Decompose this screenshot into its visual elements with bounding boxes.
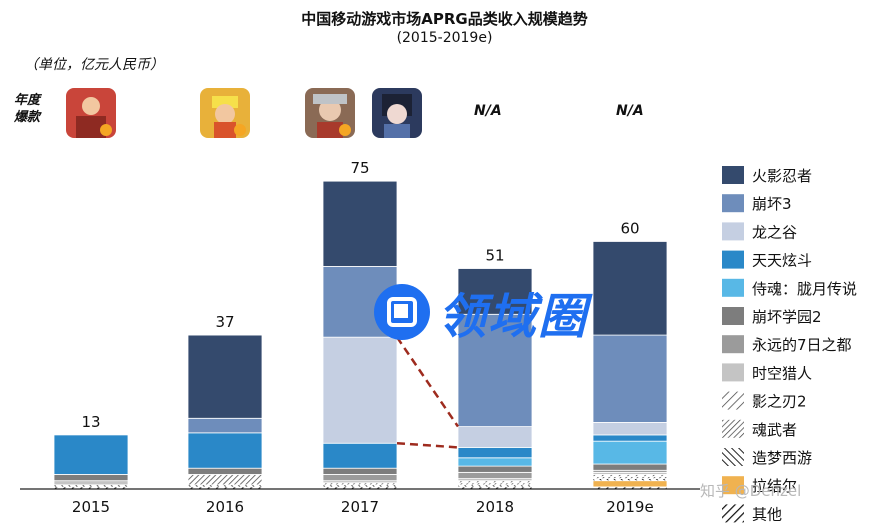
- bar-segment: [322, 442, 398, 469]
- bar-segment: [53, 474, 129, 482]
- hit-label-line-2: 爆款: [14, 110, 41, 125]
- bar-segment: [187, 474, 263, 486]
- game-icon-2015: [66, 88, 116, 138]
- legend-swatch: [722, 278, 744, 297]
- unit-label: （单位，亿元人民币）: [24, 57, 164, 73]
- game-icon-2017-b: [372, 88, 422, 138]
- legend-label: 天天炫斗: [752, 252, 812, 270]
- bar-segment: [592, 480, 668, 488]
- trend-lines: [395, 336, 460, 449]
- x-tick-label: 2015: [72, 498, 110, 516]
- bar-segment: [322, 180, 398, 267]
- x-tick-label: 2017: [341, 498, 379, 516]
- bar-segment: [322, 467, 398, 475]
- legend-label: 崩坏学园2: [752, 308, 822, 326]
- legend-swatch: [722, 307, 744, 325]
- legend-label: 魂武者: [752, 421, 797, 439]
- legend-swatch: [722, 166, 744, 184]
- legend-swatch: [722, 222, 744, 241]
- trend-line: [395, 336, 460, 428]
- bar-segment: [592, 334, 668, 423]
- legend-swatch: [722, 391, 744, 410]
- legend-swatch: [722, 419, 744, 438]
- chart-title: 中国移动游戏市场APRG品类收入规模趋势: [301, 10, 588, 28]
- na-2018: N/A: [474, 103, 502, 119]
- bar-segment: [457, 465, 533, 473]
- legend-swatch: [722, 504, 744, 523]
- legend-swatch: [722, 476, 744, 495]
- watermark-corner: 知乎 @Denzel: [700, 482, 802, 500]
- bar-segment: [457, 268, 533, 315]
- bar-segment: [53, 434, 129, 475]
- legend-swatch: [722, 194, 744, 213]
- bar-segment: [322, 474, 398, 482]
- game-icon-2016: [200, 88, 250, 138]
- bar-segment: [592, 440, 668, 465]
- legend-swatch: [722, 335, 744, 354]
- bar-segment: [187, 467, 263, 475]
- legend-label: 崩坏3: [752, 195, 792, 213]
- bar-segment: [187, 334, 263, 419]
- total-label: 13: [81, 413, 100, 431]
- x-tick-label: 2016: [206, 498, 244, 516]
- legend-label: 永远的7日之都: [752, 336, 852, 354]
- game-icon-2017-a: [305, 88, 355, 138]
- watermark-logo: 领域圈: [372, 282, 588, 345]
- bar-segment: [53, 480, 129, 486]
- bar-segment: [457, 426, 533, 448]
- watermark-text: 领域圈: [438, 289, 589, 345]
- bar-segment: [457, 313, 533, 427]
- hit-games-label: 年度 爆款: [14, 92, 40, 126]
- bar-segment: [187, 417, 263, 434]
- bar-layer: 13 2015 37 2016 75 2017 51 2018 60 2019e: [20, 159, 700, 516]
- legend-label: 时空猎人: [752, 364, 812, 382]
- legend-label: 龙之谷: [752, 223, 797, 241]
- total-label: 37: [215, 313, 234, 331]
- bar-segment: [592, 463, 668, 471]
- total-label: 51: [485, 247, 504, 265]
- bar-segment: [457, 471, 533, 479]
- x-tick-label: 2018: [476, 498, 514, 516]
- bar-segment: [457, 457, 533, 467]
- na-2019e: N/A: [616, 103, 644, 119]
- legend-label: 火影忍者: [752, 167, 812, 185]
- bar-segment: [592, 434, 668, 442]
- legend-label: 影之刃2: [752, 393, 807, 411]
- legend-label: 侍魂：胧月传说: [752, 280, 857, 298]
- legend-label: 其他: [752, 505, 782, 523]
- bar-segment: [322, 336, 398, 444]
- watermark-logo-icon: [374, 284, 430, 340]
- bar-segment: [457, 446, 533, 459]
- legend-label: 造梦西游: [752, 449, 812, 467]
- x-tick-label: 2019e: [606, 498, 653, 516]
- hit-label-line-1: 年度: [14, 93, 41, 108]
- total-label: 75: [350, 159, 369, 177]
- legend-swatch: [722, 250, 744, 269]
- legend-swatch: [722, 448, 744, 466]
- legend-swatch: [722, 363, 744, 382]
- legend-label: 拉结尔: [752, 477, 797, 495]
- chart-subtitle: (2015-2019e): [396, 30, 493, 46]
- trend-line: [396, 441, 459, 449]
- bar-segment: [592, 422, 668, 436]
- bar-segment: [187, 432, 263, 469]
- total-label: 60: [620, 219, 639, 237]
- bar-segment: [592, 241, 668, 336]
